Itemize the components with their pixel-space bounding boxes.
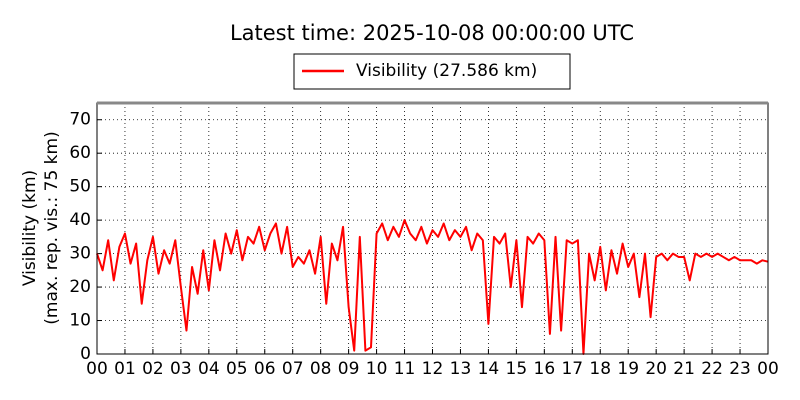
x-tick-label: 16: [534, 359, 556, 379]
x-tick-label: 00: [757, 359, 779, 379]
x-tick-label: 09: [338, 359, 360, 379]
x-tick-label: 07: [282, 359, 304, 379]
x-tick-label: 23: [729, 359, 751, 379]
y-axis-label: Visibility (km): [20, 170, 40, 286]
y-tick-label: 60: [69, 143, 91, 163]
y-tick-label: 20: [69, 277, 91, 297]
plot-frame: [96, 102, 769, 355]
chart-title: Latest time: 2025-10-08 00:00:00 UTC: [230, 21, 634, 45]
x-tick-label: 21: [673, 359, 695, 379]
legend-label: Visibility (27.586 km): [356, 61, 537, 81]
x-tick-label: 10: [366, 359, 388, 379]
x-tick-label: 17: [561, 359, 583, 379]
x-tick-label: 11: [394, 359, 416, 379]
x-tick-label: 02: [142, 359, 164, 379]
y-axis-label: (max. rep. vis.: 75 km): [42, 131, 62, 324]
x-tick-label: 20: [645, 359, 667, 379]
x-tick-label: 14: [478, 359, 500, 379]
x-tick-label: 00: [86, 359, 108, 379]
x-tick-label: 06: [254, 359, 276, 379]
y-tick-label: 70: [69, 110, 91, 130]
y-tick-label: 10: [69, 311, 91, 331]
x-tick-label: 05: [226, 359, 248, 379]
y-tick-label: 0: [80, 344, 91, 364]
x-tick-label: 22: [701, 359, 723, 379]
x-tick-label: 03: [170, 359, 192, 379]
x-tick-label: 15: [506, 359, 528, 379]
x-tick-label: 01: [114, 359, 136, 379]
x-tick-label: 19: [617, 359, 639, 379]
x-tick-label: 04: [198, 359, 220, 379]
x-tick-label: 08: [310, 359, 332, 379]
x-tick-label: 18: [589, 359, 611, 379]
x-tick-label: 13: [450, 359, 472, 379]
y-tick-label: 30: [69, 244, 91, 264]
x-tick-label: 12: [422, 359, 444, 379]
data-line: [96, 219, 769, 355]
y-tick-label: 50: [69, 177, 91, 197]
y-tick-label: 40: [69, 210, 91, 230]
